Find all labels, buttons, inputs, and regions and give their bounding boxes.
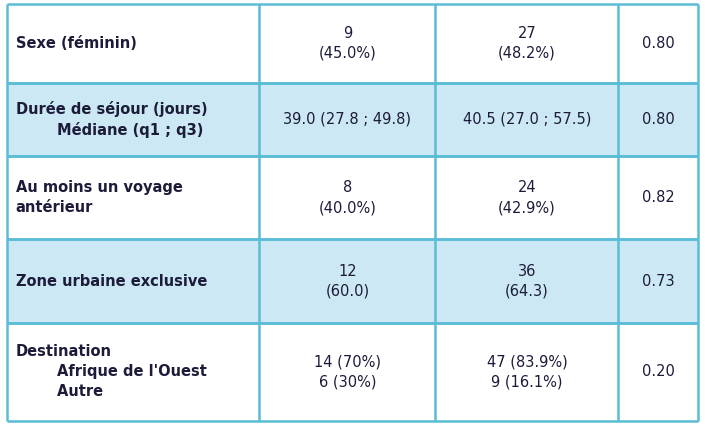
Bar [618,156,698,239]
Text: 0.80: 0.80 [642,36,675,51]
Text: 8
(40.0%): 8 (40.0%) [319,180,376,215]
Text: 27
(48.2%): 27 (48.2%) [498,26,556,61]
Text: 0.82: 0.82 [642,190,675,205]
Text: Zone urbaine exclusive: Zone urbaine exclusive [16,274,207,289]
Text: Durée de séjour (jours)
        Médiane (q1 ; q3): Durée de séjour (jours) Médiane (q1 ; q3… [16,101,207,138]
Bar [436,4,618,82]
Text: 24
(42.9%): 24 (42.9%) [498,180,556,215]
Bar [7,4,259,82]
Bar [436,323,618,421]
Bar [259,239,436,323]
Text: 36
(64.3): 36 (64.3) [505,264,548,298]
Bar [259,82,436,156]
Text: 47 (83.9%)
9 (16.1%): 47 (83.9%) 9 (16.1%) [486,354,568,389]
Text: 12
(60.0): 12 (60.0) [325,264,369,298]
Text: 40.5 (27.0 ; 57.5): 40.5 (27.0 ; 57.5) [462,112,591,127]
Bar [436,239,618,323]
Bar [7,82,259,156]
Text: 0.73: 0.73 [642,274,675,289]
Bar [618,239,698,323]
Bar [7,239,259,323]
Text: 14 (70%)
6 (30%): 14 (70%) 6 (30%) [314,354,381,389]
Text: Destination
        Afrique de l'Ouest
        Autre: Destination Afrique de l'Ouest Autre [16,344,207,399]
Text: 9
(45.0%): 9 (45.0%) [319,26,376,61]
Text: Sexe (féminin): Sexe (féminin) [16,36,136,51]
Bar [259,323,436,421]
Bar [618,323,698,421]
Bar [7,156,259,239]
Text: 39.0 (27.8 ; 49.8): 39.0 (27.8 ; 49.8) [283,112,411,127]
Bar [618,82,698,156]
Text: Au moins un voyage
antérieur: Au moins un voyage antérieur [16,180,183,215]
Bar [259,156,436,239]
Bar [259,4,436,82]
Bar [618,4,698,82]
Text: 0.80: 0.80 [642,112,675,127]
Text: 0.20: 0.20 [642,364,675,379]
Bar [7,323,259,421]
Bar [436,82,618,156]
Bar [436,156,618,239]
